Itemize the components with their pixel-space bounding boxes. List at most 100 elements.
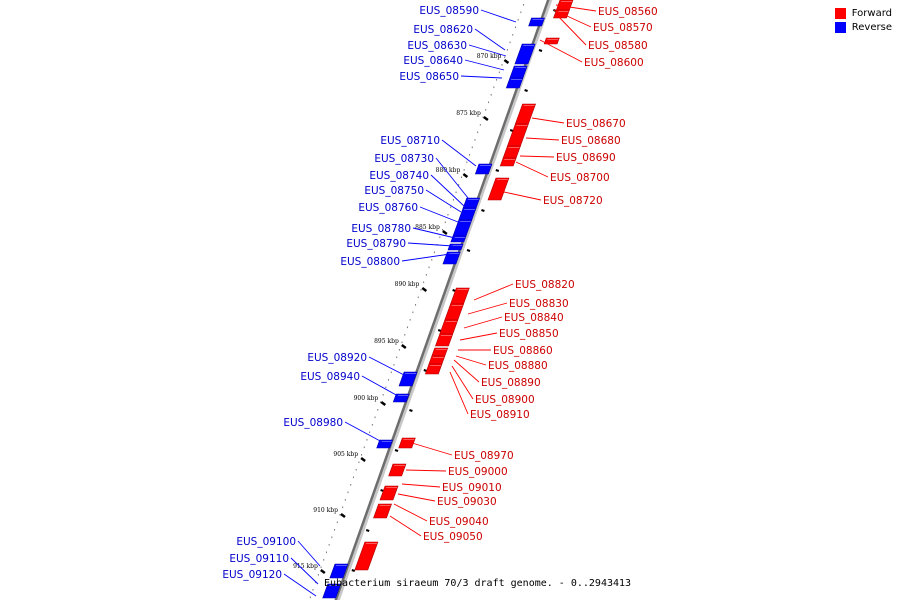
forward-gene-label[interactable]: EUS_08820 bbox=[515, 279, 575, 291]
forward-gene-label[interactable]: EUS_09000 bbox=[448, 466, 508, 478]
forward-leader-line bbox=[455, 355, 487, 366]
reverse-gene-block[interactable] bbox=[528, 17, 545, 27]
reverse-gene-label[interactable]: EUS_08760 bbox=[358, 202, 418, 214]
kbp-tick-mark bbox=[421, 287, 428, 292]
forward-gene-label[interactable]: EUS_09040 bbox=[429, 516, 489, 528]
forward-gene-label[interactable]: EUS_08560 bbox=[598, 6, 658, 18]
reverse-gene-label[interactable]: EUS_08980 bbox=[283, 417, 343, 429]
reverse-gene-block[interactable] bbox=[474, 163, 493, 175]
forward-leader-line bbox=[449, 371, 469, 415]
reverse-gene-block[interactable] bbox=[450, 235, 467, 243]
forward-gene-block[interactable] bbox=[543, 37, 560, 45]
forward-gene-block[interactable] bbox=[487, 177, 510, 201]
forward-gene-label[interactable]: EUS_08970 bbox=[454, 450, 514, 462]
forward-gene-label[interactable]: EUS_08580 bbox=[588, 40, 648, 52]
forward-gene-block[interactable] bbox=[439, 319, 459, 335]
forward-gene-label[interactable]: EUS_08890 bbox=[481, 377, 541, 389]
forward-gene-label[interactable]: EUS_08680 bbox=[561, 135, 621, 147]
reverse-gene-block[interactable] bbox=[376, 439, 394, 449]
kbp-tick-mark bbox=[462, 173, 469, 178]
forward-leader-line bbox=[555, 13, 587, 46]
forward-gene-label[interactable]: EUS_08700 bbox=[550, 172, 610, 184]
reverse-gene-label[interactable]: EUS_09120 bbox=[222, 569, 282, 581]
legend-reverse-label: Reverse bbox=[851, 22, 892, 33]
forward-leader-line bbox=[459, 332, 498, 341]
kbp-tick-mark bbox=[442, 230, 448, 235]
forward-leader-line bbox=[405, 469, 447, 472]
forward-gene-label[interactable]: EUS_08840 bbox=[504, 312, 564, 324]
kbp-tick-mark bbox=[340, 513, 346, 518]
reverse-leader-line bbox=[464, 59, 505, 71]
forward-gene-label[interactable]: EUS_08830 bbox=[509, 298, 569, 310]
forward-gene-block[interactable] bbox=[354, 541, 379, 571]
kbp-tick-mark bbox=[401, 344, 407, 349]
forward-gene-block[interactable] bbox=[398, 437, 416, 449]
reverse-leader-line bbox=[468, 44, 507, 57]
forward-gene-label[interactable]: EUS_08670 bbox=[566, 118, 626, 130]
legend-forward-label: Forward bbox=[851, 8, 892, 19]
reverse-gene-label[interactable]: EUS_08710 bbox=[380, 135, 440, 147]
reverse-gene-block[interactable] bbox=[329, 563, 349, 579]
reverse-gene-block[interactable] bbox=[505, 77, 524, 89]
reverse-gene-label[interactable]: EUS_08920 bbox=[307, 352, 367, 364]
forward-leader-line bbox=[397, 493, 436, 502]
reverse-gene-block[interactable] bbox=[398, 371, 418, 387]
forward-leader-line bbox=[467, 302, 508, 315]
forward-leader-line bbox=[411, 442, 453, 456]
reverse-gene-label[interactable]: EUS_08800 bbox=[340, 256, 400, 268]
reverse-leader-line bbox=[344, 421, 383, 443]
forward-leader-line bbox=[515, 161, 549, 178]
reverse-gene-block[interactable] bbox=[442, 251, 461, 265]
forward-gene-label[interactable]: EUS_08900 bbox=[475, 394, 535, 406]
kbp-tick-mark bbox=[320, 569, 326, 574]
reverse-gene-label[interactable]: EUS_08590 bbox=[419, 5, 479, 17]
forward-gene-label[interactable]: EUS_08570 bbox=[593, 22, 653, 34]
reverse-gene-label[interactable]: EUS_09100 bbox=[236, 536, 296, 548]
kbp-tick-mark bbox=[483, 116, 489, 121]
reverse-gene-block[interactable] bbox=[514, 43, 536, 65]
reverse-gene-block[interactable] bbox=[322, 583, 342, 599]
forward-gene-block[interactable] bbox=[388, 463, 407, 477]
forward-gene-block[interactable] bbox=[507, 123, 529, 147]
reverse-gene-label[interactable]: EUS_08790 bbox=[346, 238, 406, 250]
forward-gene-label[interactable]: EUS_08720 bbox=[543, 195, 603, 207]
reverse-gene-block[interactable] bbox=[447, 243, 464, 251]
reverse-gene-label[interactable]: EUS_08940 bbox=[300, 371, 360, 383]
forward-gene-block[interactable] bbox=[444, 303, 464, 321]
reverse-gene-label[interactable]: EUS_08650 bbox=[399, 71, 459, 83]
forward-gene-block[interactable] bbox=[379, 485, 399, 501]
forward-gene-block[interactable] bbox=[499, 157, 517, 167]
forward-gene-block[interactable] bbox=[435, 333, 454, 347]
forward-gene-label[interactable]: EUS_09050 bbox=[423, 531, 483, 543]
forward-gene-label[interactable]: EUS_08690 bbox=[556, 152, 616, 164]
reverse-gene-label[interactable]: EUS_09110 bbox=[229, 553, 289, 565]
reverse-gene-label[interactable]: EUS_08750 bbox=[364, 185, 424, 197]
reverse-leader-line bbox=[368, 356, 407, 377]
kbp-tick-label: 910 kbp bbox=[313, 507, 338, 514]
reverse-gene-label[interactable]: EUS_08740 bbox=[369, 170, 429, 182]
forward-gene-label[interactable]: EUS_08910 bbox=[470, 409, 530, 421]
reverse-gene-label[interactable]: EUS_08620 bbox=[413, 24, 473, 36]
forward-gene-block[interactable] bbox=[514, 103, 536, 125]
reverse-gene-label[interactable]: EUS_08730 bbox=[374, 153, 434, 165]
forward-gene-label[interactable]: EUS_08860 bbox=[493, 345, 553, 357]
forward-gene-label[interactable]: EUS_08880 bbox=[488, 360, 548, 372]
reverse-gene-label[interactable]: EUS_08780 bbox=[351, 223, 411, 235]
reverse-gene-label[interactable]: EUS_08630 bbox=[407, 40, 467, 52]
legend-forward: Forward bbox=[834, 8, 892, 19]
leader-lines bbox=[283, 4, 597, 597]
forward-gene-label[interactable]: EUS_08600 bbox=[584, 57, 644, 69]
forward-leader-line bbox=[401, 483, 441, 488]
genome-axis bbox=[334, 0, 550, 600]
forward-leader-line bbox=[555, 4, 597, 12]
reverse-gene-label[interactable]: EUS_08640 bbox=[403, 55, 463, 67]
forward-gene-label[interactable]: EUS_08850 bbox=[499, 328, 559, 340]
forward-gene-block[interactable] bbox=[424, 363, 443, 375]
kbp-tick-label: 895 kbp bbox=[374, 338, 399, 345]
kbp-tick-label: 880 kbp bbox=[436, 167, 461, 174]
forward-gene-label[interactable]: EUS_09030 bbox=[437, 496, 497, 508]
forward-gene-block[interactable] bbox=[373, 503, 392, 519]
legend-reverse: Reverse bbox=[834, 22, 892, 33]
forward-gene-label[interactable]: EUS_09010 bbox=[442, 482, 502, 494]
